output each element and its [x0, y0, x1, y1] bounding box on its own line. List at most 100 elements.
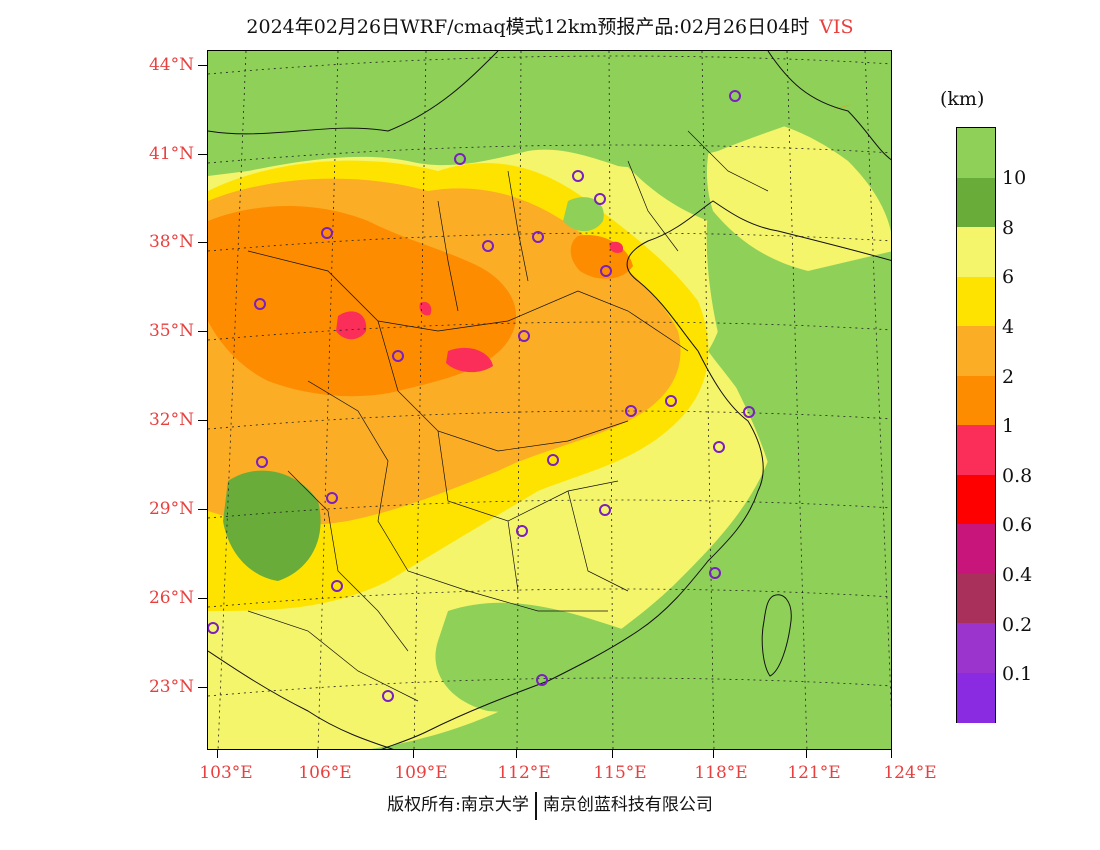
colorbar-swatch — [957, 425, 995, 475]
title-text: 2024年02月26日WRF/cmaq模式12km预报产品:02月26日04时 — [246, 16, 810, 38]
station-circle-icon[interactable] — [743, 406, 755, 418]
coastline — [381, 200, 891, 749]
lon-label-118: 118°E — [694, 763, 748, 783]
longitude-line — [516, 51, 522, 749]
lat-label-35: 35°N — [148, 321, 194, 341]
colorbar-label-4: 4 — [1002, 316, 1015, 338]
colorbar — [956, 127, 996, 723]
lat-tick — [198, 420, 207, 421]
station-circle-icon[interactable] — [532, 231, 544, 243]
lat-tick — [198, 242, 207, 243]
station-circle-icon[interactable] — [572, 170, 584, 182]
lon-tick — [713, 750, 714, 758]
lat-label-38: 38°N — [148, 232, 194, 252]
southwest-green-region — [223, 470, 321, 581]
lon-label-109: 109°E — [394, 763, 448, 783]
station-circle-icon[interactable] — [256, 456, 268, 468]
station-circle-icon[interactable] — [392, 350, 404, 362]
colorbar-label-0-2: 0.2 — [1002, 614, 1033, 636]
station-circle-icon[interactable] — [254, 298, 266, 310]
lat-tick — [198, 598, 207, 599]
station-circle-icon[interactable] — [382, 690, 394, 702]
latitude-line — [208, 55, 891, 75]
station-circle-icon[interactable] — [454, 153, 466, 165]
station-circle-icon[interactable] — [600, 265, 612, 277]
colorbar-label-0-4: 0.4 — [1002, 564, 1033, 586]
latitude-line — [208, 410, 891, 430]
north-green-region — [208, 51, 891, 176]
haze-orange-region — [208, 206, 517, 397]
lat-label-29: 29°N — [148, 499, 194, 519]
colorbar-swatch — [957, 672, 995, 723]
northeast-land-yellow — [706, 118, 891, 271]
station-circle-icon[interactable] — [516, 525, 528, 537]
station-circle-icon[interactable] — [709, 567, 721, 579]
lon-tick — [806, 750, 807, 758]
lon-label-103: 103°E — [199, 763, 253, 783]
longitude-line — [608, 51, 614, 749]
station-markers — [208, 90, 755, 702]
colorbar-swatch — [957, 276, 995, 327]
station-circle-icon[interactable] — [321, 227, 333, 239]
lon-tick — [413, 750, 414, 758]
longitude-line — [217, 51, 247, 749]
lon-label-124: 124°E — [883, 763, 937, 783]
lat-tick — [198, 687, 207, 688]
lon-tick — [891, 750, 892, 758]
colorbar-swatch — [957, 524, 995, 574]
province-borders — [247, 130, 769, 702]
lon-label-115: 115°E — [593, 763, 647, 783]
colorbar-swatch — [957, 326, 995, 376]
station-circle-icon[interactable] — [326, 492, 338, 504]
visibility-map — [208, 51, 891, 749]
lon-tick — [612, 750, 613, 758]
footer-separator — [534, 791, 537, 820]
latitude-line — [208, 232, 891, 252]
lon-label-121: 121°E — [787, 763, 841, 783]
latitude-line — [208, 677, 891, 697]
national-border — [208, 51, 891, 749]
station-circle-icon[interactable] — [536, 674, 548, 686]
colorbar-label-10: 10 — [1002, 167, 1027, 189]
graticule-lines — [208, 51, 891, 749]
station-circle-icon[interactable] — [482, 240, 494, 252]
station-circle-icon[interactable] — [208, 622, 219, 634]
map-panel[interactable] — [207, 50, 892, 750]
station-circle-icon[interactable] — [594, 193, 606, 205]
latitude-line — [208, 588, 891, 608]
station-circle-icon[interactable] — [599, 504, 611, 516]
longitude-line — [786, 51, 808, 749]
colorbar-swatch — [957, 128, 995, 178]
colorbar-label-1: 1 — [1002, 415, 1015, 437]
station-circle-icon[interactable] — [729, 90, 741, 102]
lat-tick — [198, 154, 207, 155]
lat-label-44: 44°N — [148, 55, 194, 75]
lat-label-26: 26°N — [148, 588, 194, 608]
lon-label-112: 112°E — [497, 763, 551, 783]
station-circle-icon[interactable] — [547, 454, 559, 466]
colorbar-swatch — [957, 623, 995, 673]
lat-label-32: 32°N — [148, 410, 194, 430]
colorbar-swatch — [957, 375, 995, 426]
colorbar-label-0-8: 0.8 — [1002, 465, 1033, 487]
south-green-region — [435, 602, 659, 713]
station-circle-icon[interactable] — [713, 441, 725, 453]
lat-tick — [198, 331, 207, 332]
colorbar-swatch — [957, 573, 995, 624]
latitude-line — [208, 144, 891, 164]
taiwan-island — [761, 594, 792, 677]
colorbar-label-6: 6 — [1002, 266, 1015, 288]
station-circle-icon[interactable] — [518, 330, 530, 342]
colorbar-label-0-6: 0.6 — [1002, 514, 1033, 536]
colorbar-label-8: 8 — [1002, 217, 1015, 239]
copyright-footer: 版权所有:南京大学 南京创蓝科技有限公司 — [0, 790, 1100, 820]
chart-title: 2024年02月26日WRF/cmaq模式12km预报产品:02月26日04时 V… — [0, 12, 1100, 39]
lowvis-red-patch-4 — [609, 241, 624, 253]
lon-tick — [217, 750, 218, 758]
copyright-right: 南京创蓝科技有限公司 — [542, 795, 713, 815]
colorbar-label-0-1: 0.1 — [1002, 663, 1033, 685]
station-circle-icon[interactable] — [331, 580, 343, 592]
station-circle-icon[interactable] — [625, 405, 637, 417]
lowvis-red-patch-1 — [336, 311, 367, 340]
station-circle-icon[interactable] — [665, 395, 677, 407]
